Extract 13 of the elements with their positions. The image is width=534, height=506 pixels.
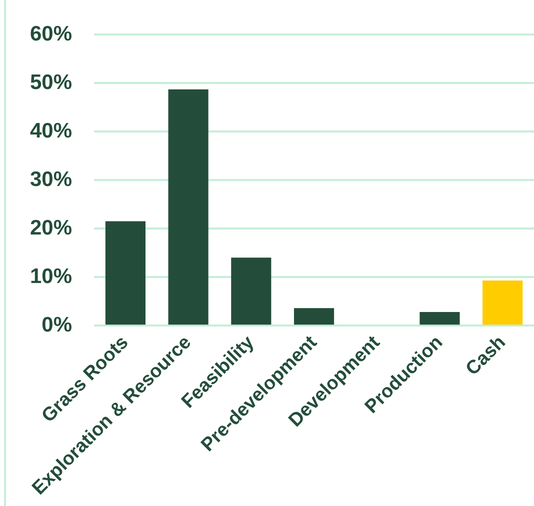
y-tick-label: 30% bbox=[30, 168, 72, 191]
y-tick-label: 10% bbox=[30, 264, 72, 288]
y-tick-label: 60% bbox=[30, 22, 72, 46]
bar bbox=[482, 280, 523, 325]
bar bbox=[105, 221, 146, 325]
bar bbox=[231, 258, 272, 325]
bar bbox=[420, 312, 460, 325]
y-tick-label: 0% bbox=[42, 313, 72, 336]
y-tick-label: 40% bbox=[30, 119, 72, 142]
y-tick-label: 50% bbox=[30, 70, 72, 94]
y-tick-label: 20% bbox=[30, 216, 72, 240]
bar bbox=[168, 89, 208, 325]
bar bbox=[294, 308, 334, 325]
